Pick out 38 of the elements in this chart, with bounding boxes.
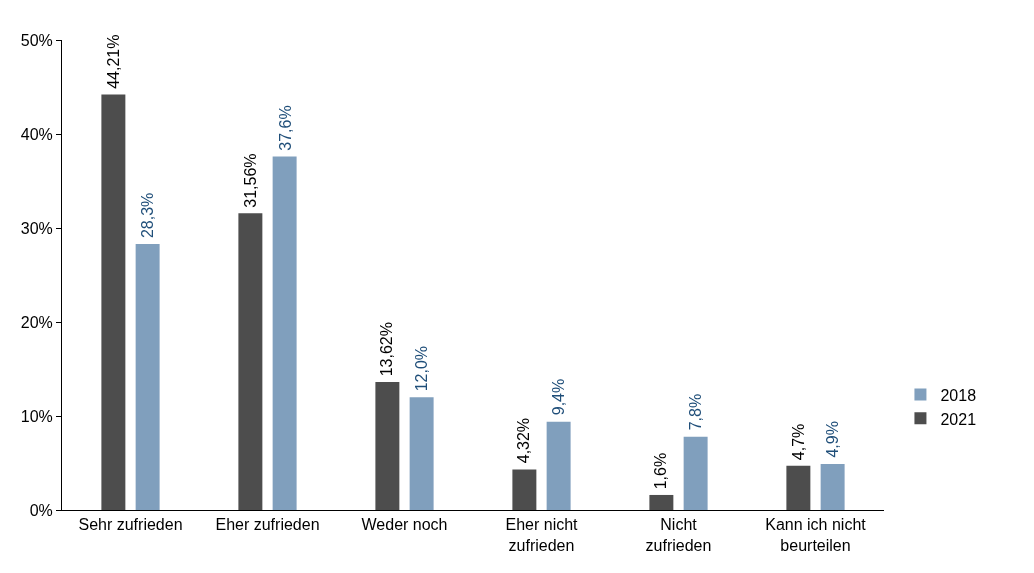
data-label: 12,0% <box>412 345 430 392</box>
data-label: 4,32% <box>515 417 533 464</box>
bar <box>683 436 708 510</box>
bar <box>546 421 571 510</box>
y-tick-label: 0% <box>29 501 53 519</box>
data-label: 37,6% <box>276 105 294 151</box>
bar <box>135 243 160 510</box>
x-tick-label: Nicht zufrieden <box>645 516 712 554</box>
bar <box>820 463 845 510</box>
y-tick-label: 10% <box>20 407 53 425</box>
y-tick-label: 40% <box>20 125 53 143</box>
data-label: 13,62% <box>378 322 396 377</box>
y-tick-label: 20% <box>20 313 53 331</box>
bar <box>512 469 537 510</box>
x-tick-label: Weder noch <box>361 516 448 534</box>
bar <box>375 381 400 510</box>
data-label: 7,8% <box>686 393 704 431</box>
bar <box>409 397 434 510</box>
y-tick-label: 30% <box>20 219 53 237</box>
x-tick-label: Eher nicht zufrieden <box>505 516 579 554</box>
data-label: 4,7% <box>789 423 807 461</box>
legend-label: 2021 <box>940 410 977 428</box>
bar <box>786 465 811 510</box>
legend-label: 2018 <box>940 386 977 404</box>
bar <box>101 94 126 510</box>
data-label: 28,3% <box>139 192 157 239</box>
data-label: 9,4% <box>549 378 567 416</box>
y-tick-label: 50% <box>20 31 53 49</box>
data-label: 4,9% <box>823 421 841 458</box>
x-tick-label: Sehr zufrieden <box>78 516 183 534</box>
bar <box>272 156 297 510</box>
x-tick-label: Eher zufrieden <box>215 516 320 534</box>
data-label: 1,6% <box>652 452 670 490</box>
bar <box>238 213 263 510</box>
bar <box>649 494 674 510</box>
data-label: 44,21% <box>104 34 122 89</box>
x-tick-label: Kann ich nicht beurteilen <box>765 516 867 554</box>
data-label: 31,56% <box>242 153 260 208</box>
